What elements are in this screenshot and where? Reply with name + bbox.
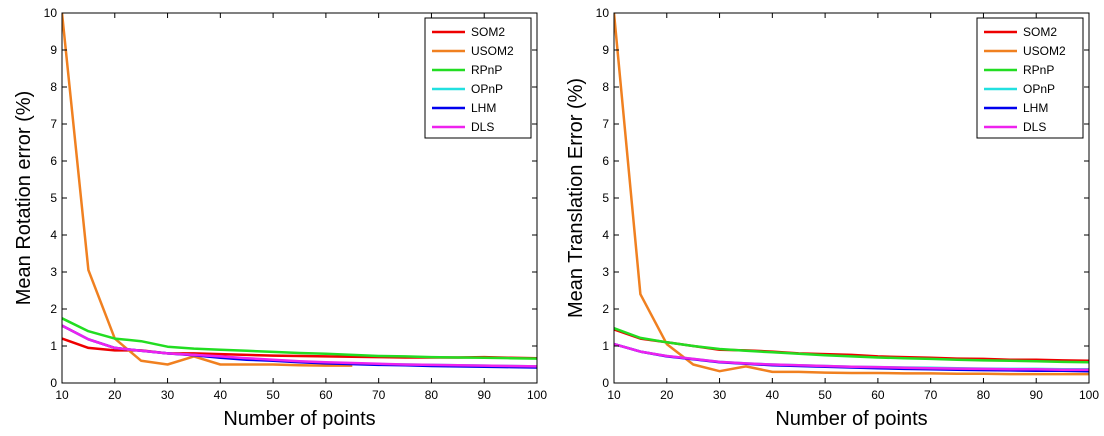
legend-label-dls: DLS	[1023, 120, 1046, 134]
legend-box	[424, 17, 532, 139]
legend-label-rpnp: RPnP	[471, 63, 502, 77]
legend-label-opnp: OPnP	[1023, 82, 1055, 96]
y-tick-label: 8	[50, 80, 57, 94]
legend-box	[976, 17, 1084, 139]
x-tick-label: 80	[977, 388, 991, 402]
y-tick-label: 1	[602, 339, 609, 353]
x-tick-label: 40	[766, 388, 780, 402]
y-tick-label: 2	[50, 302, 57, 316]
legend-label-lhm: LHM	[1023, 101, 1048, 115]
x-tick-label: 90	[478, 388, 492, 402]
x-tick-label: 70	[924, 388, 938, 402]
y-tick-label: 10	[44, 6, 58, 20]
x-axis-label: Number of points	[775, 408, 927, 430]
x-tick-label: 20	[108, 388, 122, 402]
series-line-rpnp	[614, 327, 1089, 364]
chart-panel-1: 10 20 30 40 50 60 70 80 90 100 0 1 2 3 4 5 6 7 8 9 10 Number …	[13, 6, 547, 430]
y-axis-label: Mean Translation Error (%)	[565, 78, 587, 318]
x-tick-label: 60	[319, 388, 333, 402]
y-tick-label: 5	[50, 191, 57, 205]
series-line-dls	[614, 342, 1089, 371]
legend: SOM2 USOM2 RPnP OPnP LHM DLS	[424, 17, 532, 139]
x-tick-label: 30	[161, 388, 175, 402]
x-tick-label: 100	[1079, 388, 1099, 402]
y-tick-label: 8	[602, 80, 609, 94]
x-tick-label: 50	[818, 388, 832, 402]
x-tick-label: 60	[871, 388, 885, 402]
x-tick-label: 90	[1030, 388, 1044, 402]
legend-label-som2: SOM2	[1023, 25, 1057, 39]
legend: SOM2 USOM2 RPnP OPnP LHM DLS	[976, 17, 1084, 139]
y-tick-label: 7	[50, 117, 57, 131]
y-axis-label: Mean Rotation error (%)	[13, 91, 35, 306]
y-tick-label: 9	[602, 43, 609, 57]
y-tick-label: 3	[602, 265, 609, 279]
legend-label-usom2: USOM2	[1023, 44, 1066, 58]
x-tick-label: 100	[527, 388, 547, 402]
y-tick-label: 2	[602, 302, 609, 316]
y-tick-label: 7	[602, 117, 609, 131]
legend-label-dls: DLS	[471, 120, 494, 134]
y-tick-label: 5	[602, 191, 609, 205]
x-tick-label: 80	[425, 388, 439, 402]
x-tick-label: 20	[660, 388, 674, 402]
y-tick-label: 9	[50, 43, 57, 57]
x-tick-label: 30	[713, 388, 727, 402]
y-tick-label: 4	[50, 228, 57, 242]
y-tick-label: 3	[50, 265, 57, 279]
y-tick-label: 0	[602, 376, 609, 390]
x-tick-label: 40	[214, 388, 228, 402]
series-line-rpnp	[62, 317, 537, 360]
y-tick-label: 1	[50, 339, 57, 353]
legend-label-opnp: OPnP	[471, 82, 503, 96]
series-line-usom2	[614, 13, 1089, 376]
y-tick-label: 6	[50, 154, 57, 168]
legend-label-rpnp: RPnP	[1023, 63, 1054, 77]
x-axis-label: Number of points	[223, 408, 375, 430]
y-tick-label: 0	[50, 376, 57, 390]
series-line-dls	[62, 324, 537, 368]
chart-panel-2: 10 20 30 40 50 60 70 80 90 100 0 1 2 3 4 5 6 7 8 9 10 Number …	[565, 6, 1099, 430]
legend-label-usom2: USOM2	[471, 44, 514, 58]
y-tick-label: 6	[602, 154, 609, 168]
y-tick-label: 4	[602, 228, 609, 242]
x-tick-label: 10	[55, 388, 69, 402]
x-tick-label: 10	[607, 388, 621, 402]
x-tick-label: 50	[266, 388, 280, 402]
series-line-usom2	[62, 13, 353, 367]
y-tick-label: 10	[596, 6, 610, 20]
legend-label-som2: SOM2	[471, 25, 505, 39]
legend-label-lhm: LHM	[471, 101, 496, 115]
x-tick-label: 70	[372, 388, 386, 402]
